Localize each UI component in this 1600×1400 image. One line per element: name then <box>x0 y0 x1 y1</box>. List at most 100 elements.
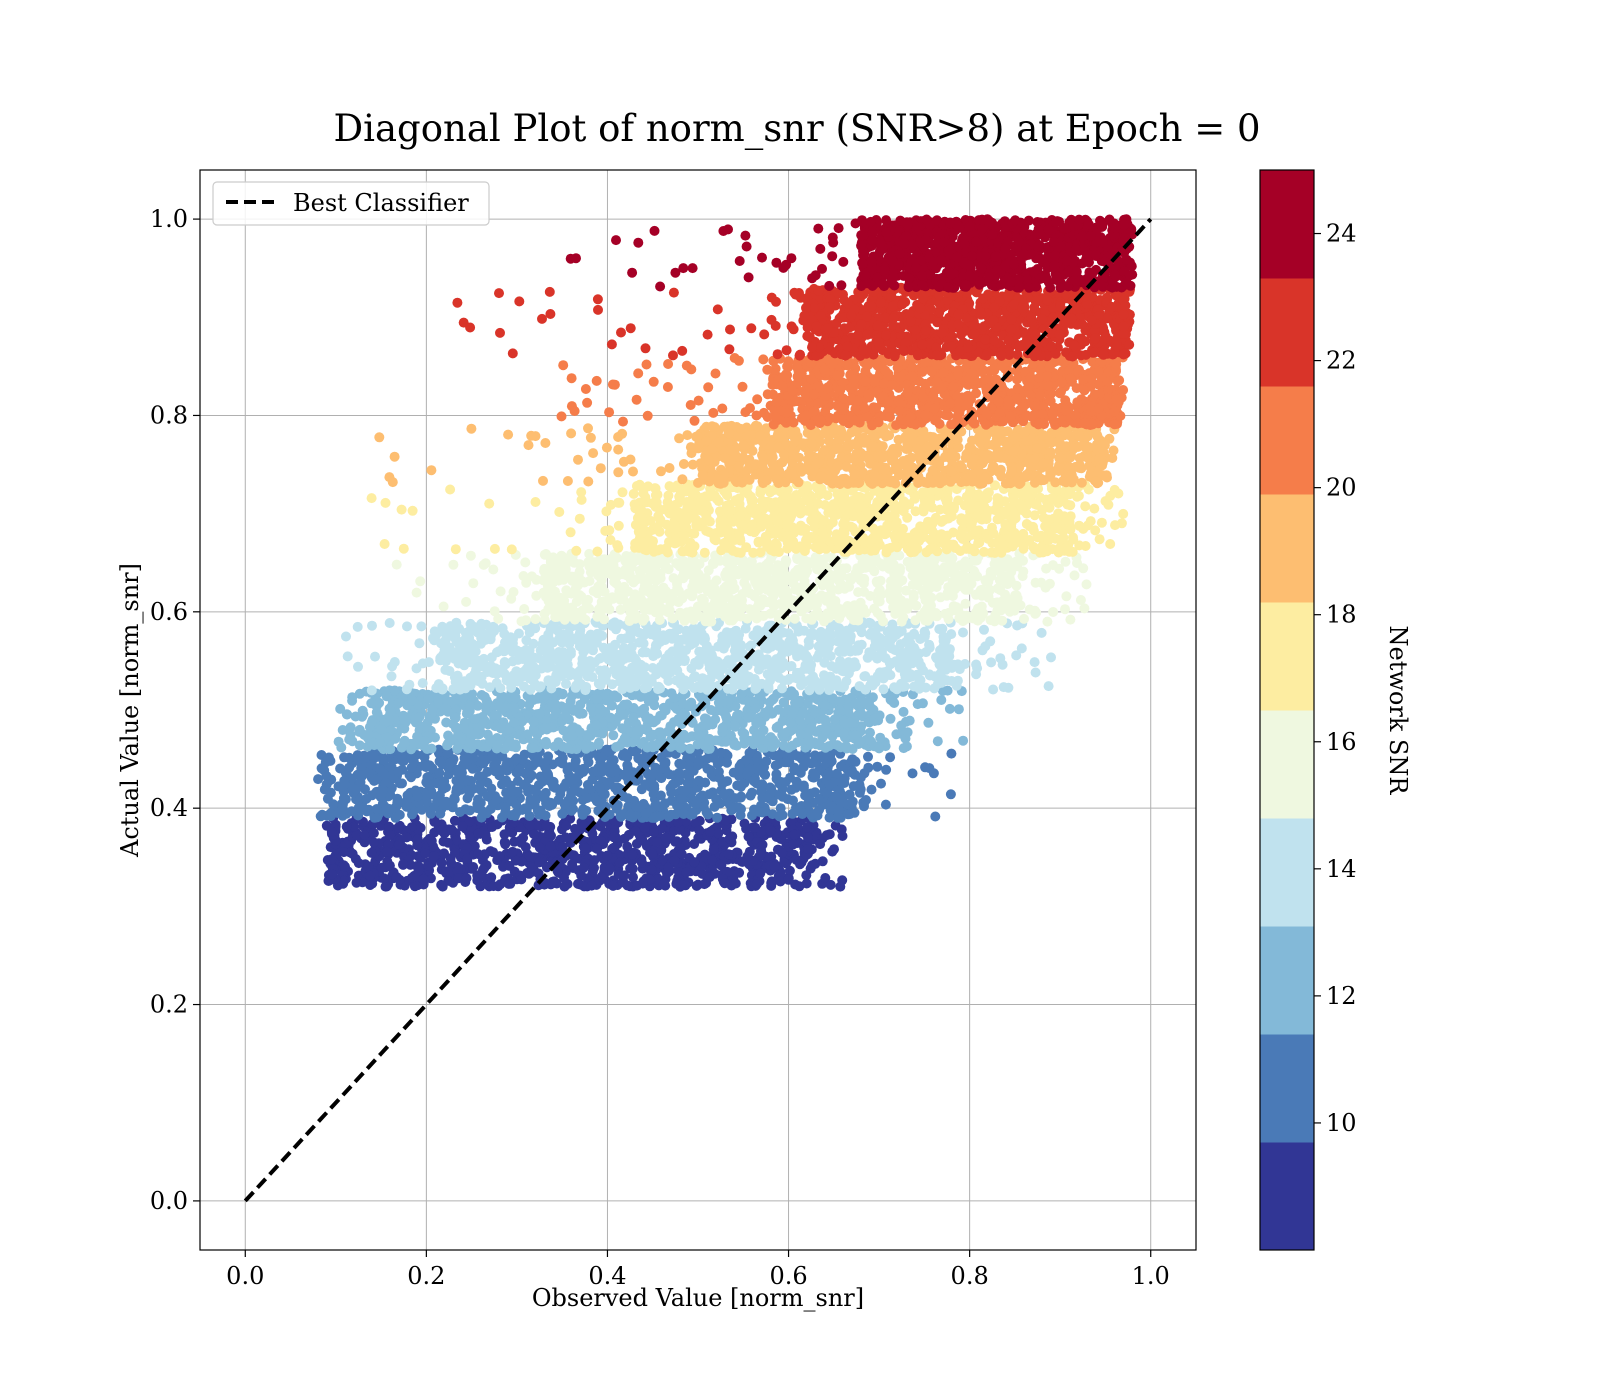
data-point <box>628 712 639 723</box>
data-point <box>977 645 988 656</box>
data-point <box>449 672 460 683</box>
data-point <box>539 757 550 768</box>
data-point <box>377 754 388 765</box>
data-point <box>442 800 453 811</box>
data-point <box>476 812 487 823</box>
data-point <box>450 847 460 858</box>
data-point <box>919 631 930 642</box>
data-point <box>669 855 680 866</box>
data-point <box>559 799 570 810</box>
data-point <box>757 807 768 818</box>
data-point <box>339 779 350 790</box>
data-point <box>785 717 796 728</box>
data-point <box>342 651 353 662</box>
data-point <box>352 621 363 632</box>
data-point <box>335 763 346 774</box>
data-point <box>463 785 474 796</box>
data-point <box>485 634 496 645</box>
data-point <box>663 862 674 873</box>
data-point <box>689 839 700 849</box>
data-point <box>390 812 401 823</box>
data-point <box>639 613 650 624</box>
data-point <box>941 648 952 658</box>
data-point <box>363 729 374 740</box>
data-point <box>833 804 844 815</box>
data-point <box>898 706 909 717</box>
data-point <box>824 779 835 790</box>
data-point <box>594 737 604 748</box>
data-point <box>526 862 537 873</box>
data-point <box>593 678 604 689</box>
data-point <box>529 829 540 840</box>
data-point <box>620 564 631 575</box>
data-point <box>787 740 798 751</box>
data-point <box>504 736 515 747</box>
data-point <box>627 849 638 860</box>
data-point <box>473 771 484 782</box>
data-point <box>560 832 571 843</box>
data-point <box>557 841 568 852</box>
data-point <box>919 591 930 602</box>
data-point <box>562 743 573 754</box>
data-point <box>730 701 741 712</box>
data-point <box>806 758 816 769</box>
data-point <box>818 714 829 725</box>
data-point <box>464 816 475 827</box>
data-point <box>672 583 683 593</box>
data-point <box>610 782 620 793</box>
data-point <box>370 651 380 662</box>
data-point <box>536 663 547 674</box>
data-point <box>419 736 430 746</box>
data-point <box>912 575 923 586</box>
data-point <box>366 847 377 858</box>
data-point <box>605 712 616 723</box>
data-point <box>313 774 324 785</box>
data-point <box>923 717 934 728</box>
data-point <box>487 822 498 832</box>
data-point <box>684 679 695 690</box>
data-point <box>557 808 568 819</box>
data-point <box>378 784 389 795</box>
data-point <box>908 589 919 600</box>
data-point <box>768 734 778 745</box>
data-point <box>427 704 438 715</box>
data-point <box>657 855 668 866</box>
data-point <box>540 810 551 821</box>
data-point <box>625 607 636 618</box>
data-point <box>695 611 705 622</box>
data-point <box>752 717 762 728</box>
data-point <box>721 627 732 638</box>
data-point <box>739 818 750 829</box>
data-point <box>473 849 483 859</box>
data-point <box>589 855 600 866</box>
data-point <box>545 841 556 852</box>
data-point <box>659 757 670 768</box>
data-point <box>502 757 513 768</box>
data-point <box>671 675 682 686</box>
data-point <box>875 732 886 743</box>
data-point <box>826 756 837 767</box>
data-point <box>664 769 675 780</box>
data-point <box>960 562 971 573</box>
data-point <box>447 648 458 659</box>
data-point <box>676 712 687 723</box>
data-point <box>819 670 829 681</box>
data-point <box>676 848 687 859</box>
data-point <box>368 837 379 848</box>
data-point <box>837 831 848 841</box>
data-point <box>713 697 724 708</box>
data-point <box>946 662 957 673</box>
data-point <box>436 857 447 868</box>
data-point <box>353 754 364 765</box>
data-point <box>574 559 585 570</box>
data-point <box>639 823 650 833</box>
data-point <box>359 830 370 840</box>
data-point <box>434 767 445 778</box>
data-point <box>569 773 580 784</box>
data-point <box>661 586 672 597</box>
data-point <box>618 642 629 653</box>
data-point <box>945 789 956 800</box>
data-point <box>426 743 437 754</box>
data-point <box>622 880 633 891</box>
data-point <box>786 784 797 795</box>
